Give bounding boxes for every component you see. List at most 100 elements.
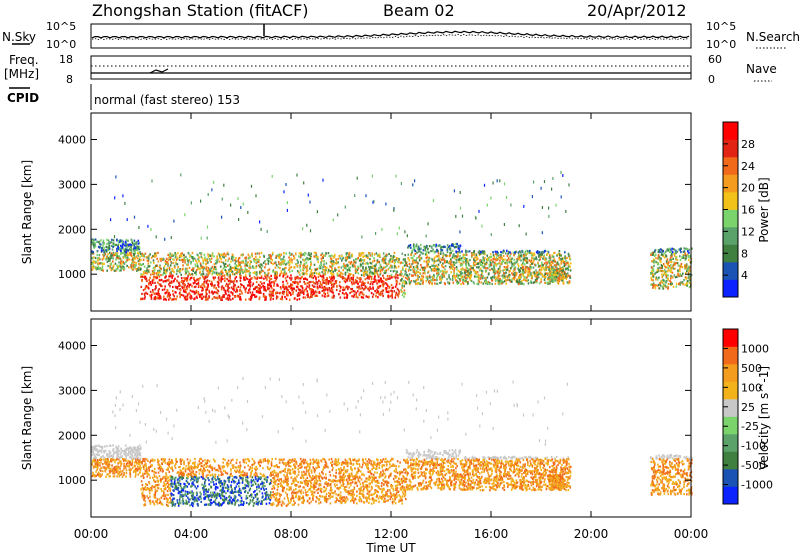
echo-cell (538, 269, 541, 272)
echo-cell (220, 286, 223, 289)
echo-cell (474, 264, 476, 267)
echo-cell (408, 273, 411, 276)
echo-cell (191, 256, 193, 259)
echo-cell (486, 259, 489, 262)
echo-cell (418, 281, 420, 285)
echo-cell (271, 281, 273, 284)
echo-cell (420, 257, 423, 260)
echo-cell (155, 297, 158, 300)
echo-cell (351, 283, 354, 286)
echo-cell (276, 271, 278, 274)
echo-cell (315, 268, 317, 271)
echo-cell (427, 222, 429, 226)
echo-cell (532, 271, 534, 274)
echo-cell (650, 283, 652, 286)
echo-cell (290, 278, 292, 281)
echo-cell (664, 250, 667, 253)
echo-cell (659, 284, 662, 287)
echo-cell (241, 284, 243, 287)
echo-cell (283, 262, 285, 265)
echo-cell (501, 251, 503, 254)
echo-cell (536, 277, 538, 280)
echo-cell (292, 292, 294, 295)
echo-cell (327, 282, 330, 285)
echo-cell (427, 260, 430, 263)
echo-cell (483, 266, 485, 269)
echo-cell (522, 253, 525, 256)
echo-cell (469, 268, 472, 271)
echo-cell (564, 251, 566, 254)
echo-cell (337, 213, 339, 217)
nsearch-tick-top: 10^5 (706, 20, 736, 33)
echo-cell (249, 260, 252, 263)
echo-cell (540, 278, 542, 281)
echo-cell (537, 261, 539, 264)
echo-cell (652, 273, 655, 276)
echo-cell (95, 474, 97, 477)
echo-cell (351, 264, 354, 267)
echo-cell (283, 190, 285, 194)
echo-cell (450, 264, 453, 267)
echo-cell (674, 249, 676, 252)
echo-cell (232, 287, 234, 291)
echo-cell (512, 273, 514, 276)
echo-cell (652, 283, 655, 287)
echo-cell (326, 287, 328, 290)
echo-cell (489, 268, 491, 271)
echo-cell (107, 242, 110, 245)
echo-cell (568, 280, 571, 283)
echo-cell (164, 292, 166, 295)
echo-cell (650, 272, 652, 275)
echo-cell (303, 181, 305, 185)
echo-cell (194, 271, 196, 274)
echo-cell (262, 261, 265, 264)
echo-cell (325, 252, 327, 255)
echo-cell (437, 244, 440, 247)
echo-cell (539, 255, 541, 258)
echo-cell (111, 267, 113, 270)
echo-cell (387, 294, 390, 297)
echo-cell (683, 265, 686, 269)
echo-cell (506, 259, 509, 262)
echo-cell (653, 251, 656, 254)
echo-cell (333, 260, 335, 263)
echo-cell (466, 273, 469, 276)
echo-cell (449, 267, 452, 270)
echo-cell (250, 297, 253, 300)
echo-cell (475, 254, 478, 257)
echo-cell (556, 254, 558, 257)
echo-cell (226, 297, 229, 300)
echo-cell (652, 258, 655, 261)
echo-cell (362, 288, 365, 291)
echo-cell (478, 280, 481, 283)
echo-cell (673, 252, 675, 255)
echo-cell (672, 265, 674, 268)
echo-cell (453, 261, 455, 264)
velocity-data (91, 377, 693, 508)
echo-cell (149, 276, 151, 279)
echo-cell (670, 251, 672, 254)
echo-cell (355, 295, 358, 298)
echo-cell (670, 258, 672, 262)
echo-cell (663, 264, 666, 268)
echo-cell (292, 254, 295, 258)
echo-cell (264, 288, 266, 291)
echo-cell (544, 272, 546, 275)
echo-cell (289, 287, 292, 290)
echo-cell (392, 270, 395, 273)
echo-cell (316, 281, 319, 284)
echo-cell (109, 254, 112, 257)
echo-cell (442, 258, 444, 261)
echo-cell (348, 286, 350, 289)
echo-cell (533, 259, 535, 262)
echo-cell (105, 248, 107, 252)
echo-cell (155, 285, 157, 288)
echo-cell (388, 252, 390, 256)
echo-cell (387, 262, 390, 265)
echo-cell (112, 265, 114, 268)
echo-cell (297, 288, 300, 291)
echo-cell (457, 277, 459, 280)
echo-cell (568, 183, 570, 187)
echo-cell (275, 264, 278, 267)
echo-cell (490, 196, 492, 200)
